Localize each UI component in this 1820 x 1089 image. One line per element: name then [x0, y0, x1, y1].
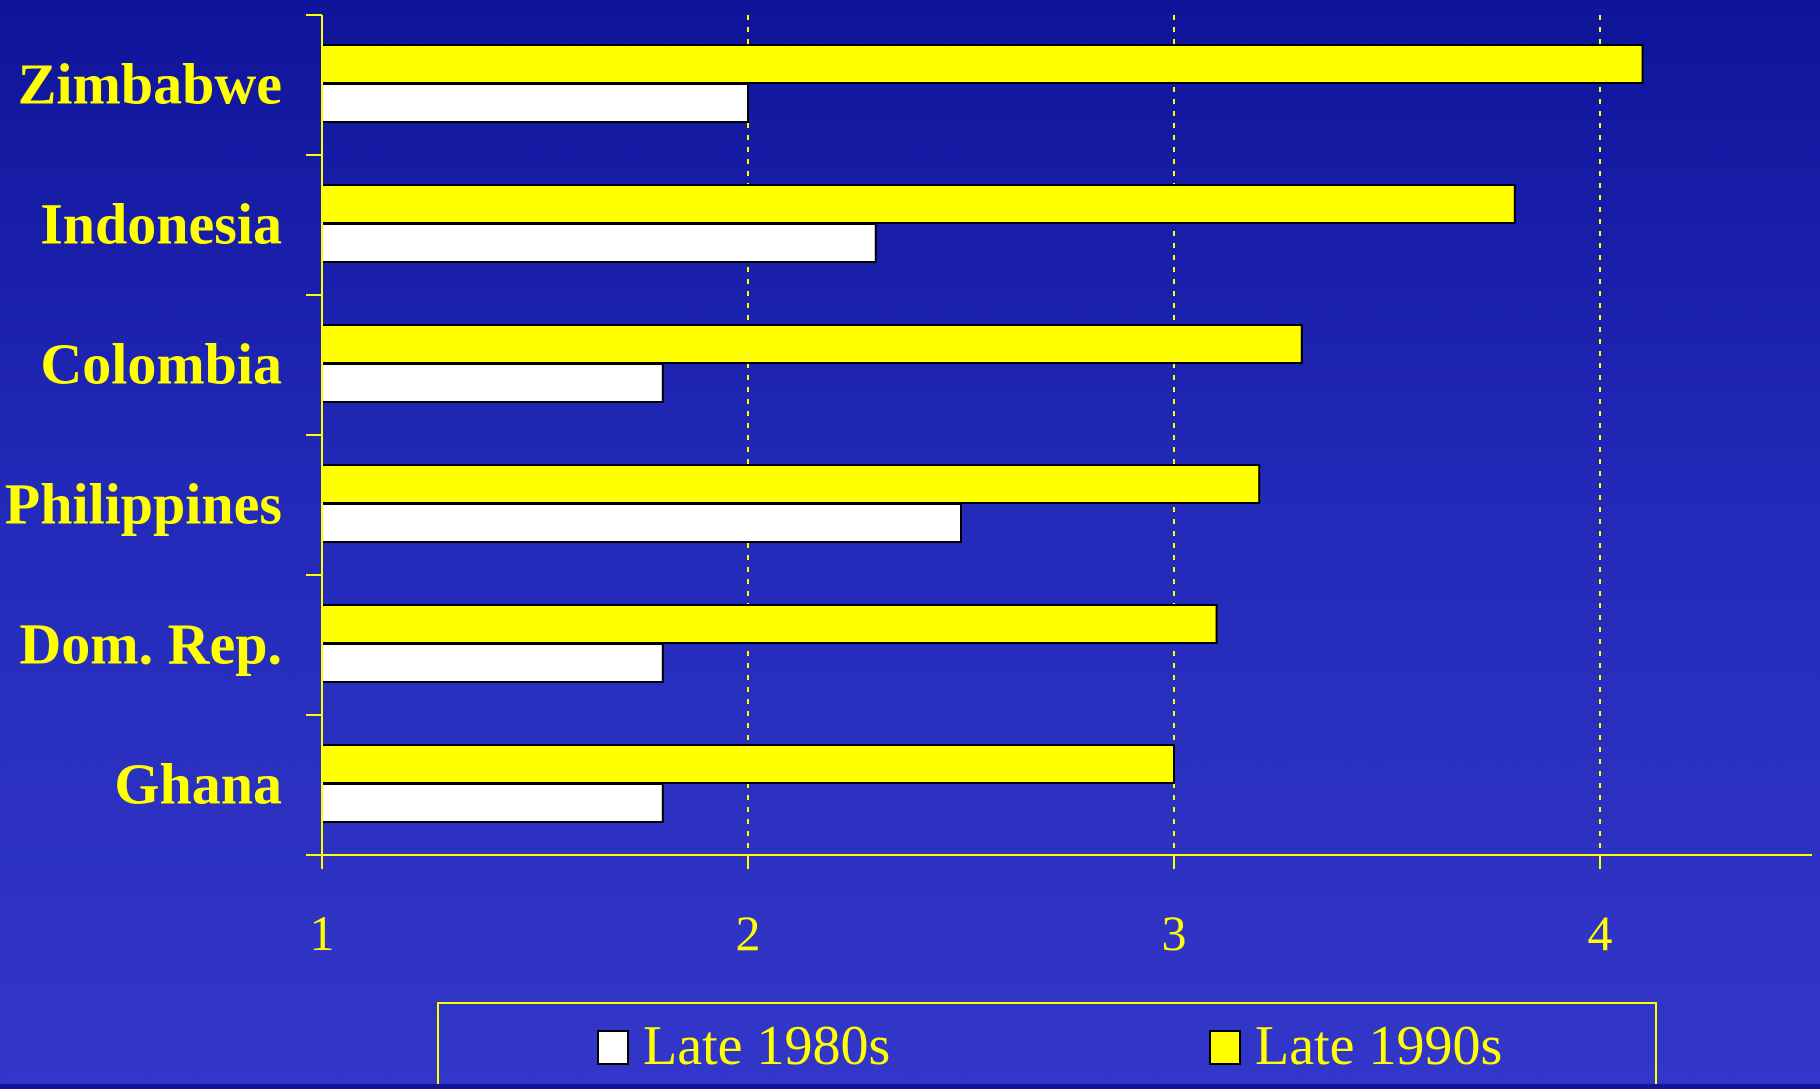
category-label-ghana: Ghana [114, 751, 282, 816]
bar-late-1990s-dom-rep [321, 604, 1218, 644]
x-tick-label-4: 4 [1588, 905, 1613, 961]
x-tick-label-3: 3 [1162, 905, 1187, 961]
legend-swatch-late-1980s [597, 1030, 629, 1065]
category-label-zimbabwe: Zimbabwe [18, 51, 282, 116]
category-label-dom-rep: Dom. Rep. [19, 611, 282, 676]
bars-layer [321, 44, 1644, 823]
bar-late-1980s-indonesia [321, 223, 877, 263]
grid-layer [747, 15, 1601, 855]
bar-late-1980s-ghana [321, 783, 664, 823]
bar-late-1980s-dom-rep [321, 643, 664, 683]
legend-label-late-1980s: Late 1980s [643, 1015, 890, 1077]
legend-label-late-1990s: Late 1990s [1255, 1015, 1502, 1077]
x-tick-label-2: 2 [736, 905, 761, 961]
bar-late-1980s-zimbabwe [321, 83, 749, 123]
category-label-philippines: Philippines [5, 471, 282, 536]
legend-swatch-late-1990s [1209, 1030, 1241, 1065]
bar-late-1990s-zimbabwe [321, 44, 1644, 84]
bar-late-1990s-ghana [321, 744, 1175, 784]
legend: Late 1980s Late 1990s [437, 1002, 1657, 1089]
category-label-indonesia: Indonesia [40, 191, 282, 256]
axis-layer [306, 14, 1812, 869]
bar-late-1990s-colombia [321, 324, 1303, 364]
bar-late-1980s-philippines [321, 503, 962, 543]
legend-box [437, 1002, 1657, 1089]
bar-late-1990s-philippines [321, 464, 1261, 504]
category-label-colombia: Colombia [40, 331, 282, 396]
bar-late-1980s-colombia [321, 363, 664, 403]
labels-layer: Zimbabwe Indonesia Colombia Philippines Dom.… [5, 51, 1613, 961]
x-tick-label-1: 1 [310, 905, 335, 961]
bar-late-1990s-indonesia [321, 184, 1516, 224]
